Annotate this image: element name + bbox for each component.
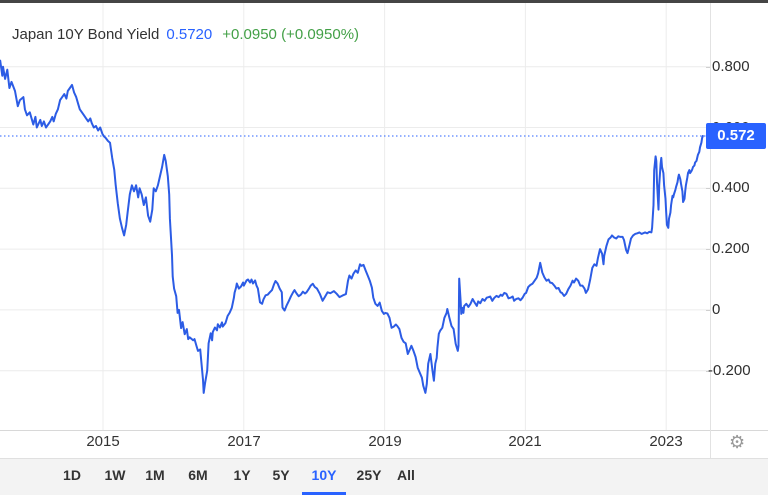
change-text: +0.0950 (+0.0950%) <box>222 26 359 43</box>
y-axis-label: 0.800 <box>712 58 750 75</box>
range-button-all[interactable]: All <box>397 467 415 483</box>
yield-line-series <box>0 59 704 394</box>
settings-gear-icon[interactable]: ⚙ <box>729 432 746 452</box>
x-axis-label: 2017 <box>227 433 261 450</box>
range-toolbar: 1D 1W 1M 6M 1Y 5Y 10Y 25Y All <box>0 458 768 495</box>
x-axis-line <box>0 430 768 431</box>
y-axis-tick <box>706 371 710 372</box>
y-axis-label: 0.200 <box>712 240 750 257</box>
line-chart-plot-area[interactable] <box>0 0 710 430</box>
chart-header: Japan 10Y Bond Yield 0.5720 +0.0950 (+0.09… <box>12 26 359 43</box>
y-axis-tick <box>706 188 710 189</box>
y-axis-label: 0.400 <box>712 179 750 196</box>
selected-range-underline <box>302 492 346 495</box>
range-button-10y[interactable]: 10Y <box>311 467 337 483</box>
current-value-text: 0.5720 <box>166 26 213 43</box>
range-button-25y[interactable]: 25Y <box>356 467 382 483</box>
top-border <box>0 0 768 3</box>
y-axis-tick <box>706 249 710 250</box>
x-axis-label: 2021 <box>508 433 542 450</box>
x-axis-label: 2019 <box>368 433 402 450</box>
chart-title: Japan 10Y Bond Yield <box>12 26 160 43</box>
range-button-5y[interactable]: 5Y <box>272 467 290 483</box>
range-button-1w[interactable]: 1W <box>104 467 126 483</box>
range-button-1y[interactable]: 1Y <box>233 467 251 483</box>
y-axis-tick <box>706 67 710 68</box>
change-pct: (+0.0950%) <box>281 26 360 43</box>
range-button-6m[interactable]: 6M <box>188 467 208 483</box>
y-axis-separator <box>710 3 711 458</box>
x-axis-label: 2023 <box>649 433 683 450</box>
y-axis-tick <box>706 310 710 311</box>
range-button-1m[interactable]: 1M <box>145 467 165 483</box>
y-axis-label: -0.200 <box>708 362 751 379</box>
change-abs: +0.0950 <box>222 26 277 43</box>
y-axis-label: 0 <box>712 301 721 318</box>
range-button-1d[interactable]: 1D <box>63 467 81 483</box>
x-axis-label: 2015 <box>86 433 120 450</box>
current-value-badge: 0.572 <box>706 123 766 149</box>
